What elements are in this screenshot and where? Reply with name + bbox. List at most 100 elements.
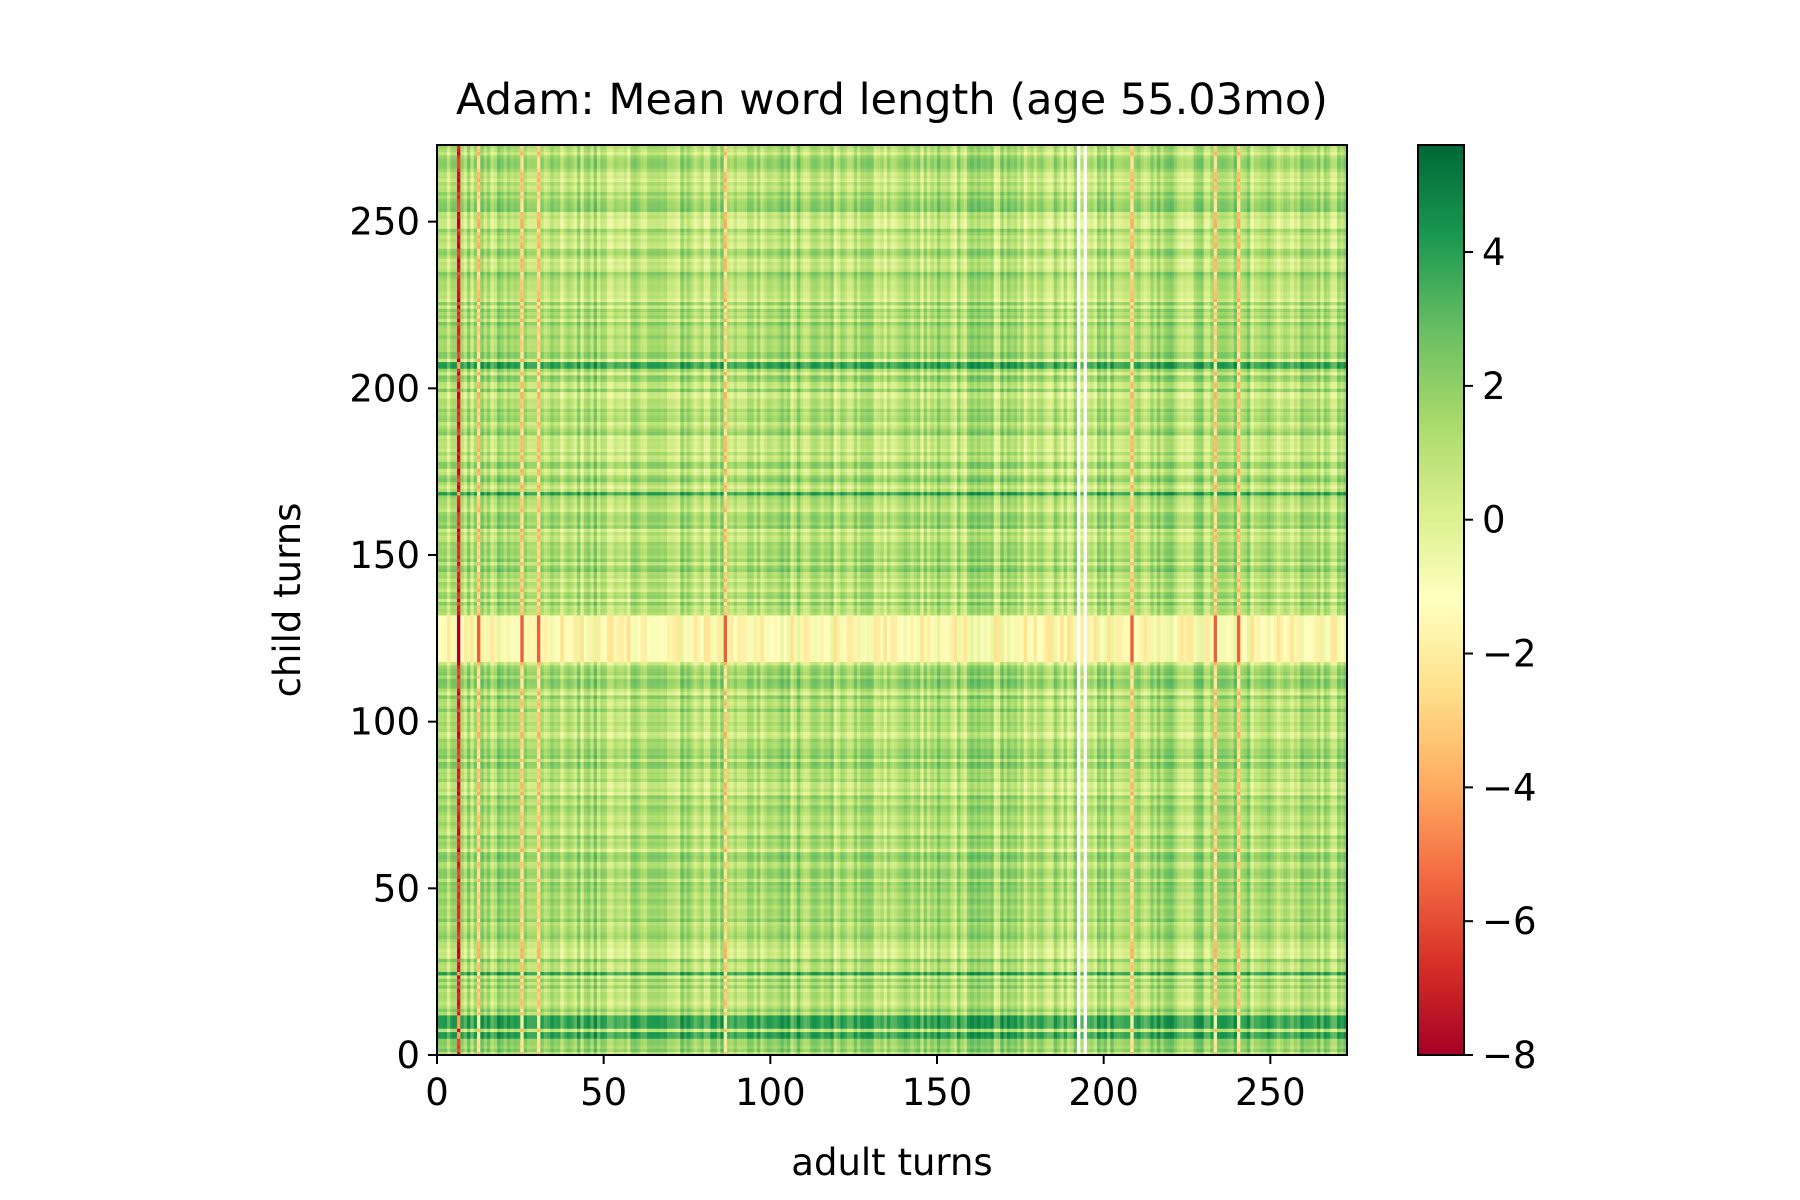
heatmap-cell [1337, 1048, 1341, 1052]
heatmap-cell [1084, 1048, 1088, 1052]
heatmap-cell [790, 1048, 794, 1052]
heatmap-cell [1260, 1048, 1264, 1052]
heatmap-cell [694, 1048, 698, 1052]
heatmap-cell [654, 1048, 658, 1052]
heatmap-cell [627, 1048, 631, 1052]
heatmap-cell [1137, 1048, 1141, 1052]
heatmap-cell [957, 1048, 961, 1052]
heatmap-cell [457, 1048, 461, 1052]
heatmap-cell [770, 1048, 774, 1052]
heatmap-cell [814, 1048, 818, 1052]
heatmap-cell [667, 1048, 671, 1052]
heatmap-cell [1007, 1048, 1011, 1052]
heatmap-cell [517, 1048, 521, 1052]
heatmap-cell [714, 1048, 718, 1052]
heatmap-cell [1247, 1048, 1251, 1052]
heatmap-cell [450, 1048, 454, 1052]
heatmap-cell [1070, 1048, 1074, 1052]
heatmap-cell [620, 1048, 624, 1052]
heatmap-cell [1270, 1048, 1274, 1052]
heatmap-cell [567, 1048, 571, 1052]
heatmap-cell [584, 1048, 588, 1052]
heatmap-cell [630, 1048, 634, 1052]
heatmap-cell [480, 1048, 484, 1052]
heatmap-cell [1314, 1048, 1318, 1052]
heatmap-cell [564, 1048, 568, 1052]
heatmap-cell [644, 1048, 648, 1052]
heatmap-cell [617, 1048, 621, 1052]
heatmap-cell [870, 1048, 874, 1052]
heatmap-cell [1080, 1048, 1084, 1052]
heatmap-cell [740, 1048, 744, 1052]
heatmap-cell [1214, 1048, 1218, 1052]
heatmap-cell [484, 1048, 488, 1052]
heatmap-cell [1050, 1048, 1054, 1052]
heatmap-cell [1104, 1048, 1108, 1052]
heatmap-cell [750, 1048, 754, 1052]
heatmap-cell [440, 1048, 444, 1052]
heatmap-cell [817, 1048, 821, 1052]
heatmap-cell [1180, 1048, 1184, 1052]
heatmap-cell [1267, 1048, 1271, 1052]
heatmap-cell [724, 1048, 728, 1052]
heatmap-cell [707, 1048, 711, 1052]
heatmap-cell [1320, 1048, 1324, 1052]
heatmap-cell [614, 1048, 618, 1052]
heatmap-cell [577, 1048, 581, 1052]
heatmap-cell [884, 1048, 888, 1052]
heatmap-cell [760, 1048, 764, 1052]
heatmap-cell [774, 1048, 778, 1052]
heatmap-cell [534, 1048, 538, 1052]
heatmap-cell [1124, 1048, 1128, 1052]
heatmap-cell [1194, 1048, 1198, 1052]
heatmap-cell [867, 1048, 871, 1052]
heatmap-cell [1094, 1048, 1098, 1052]
heatmap-cell [607, 1048, 611, 1052]
heatmap-cell [1200, 1048, 1204, 1052]
heatmap-cell [777, 1048, 781, 1052]
heatmap-cell [1090, 1048, 1094, 1052]
heatmap-cell [787, 1048, 791, 1052]
heatmap-cell [1117, 1048, 1121, 1052]
heatmap-cell [877, 1048, 881, 1052]
heatmap-cell [1237, 1048, 1241, 1052]
heatmap-cell [660, 1048, 664, 1052]
heatmap-cell [670, 1048, 674, 1052]
heatmap-cell [1130, 1048, 1134, 1052]
heatmap-cell [810, 1048, 814, 1052]
heatmap-cell [1300, 1048, 1304, 1052]
heatmap-cell [767, 1048, 771, 1052]
heatmap-cell [1100, 1048, 1104, 1052]
heatmap-cell [1317, 1048, 1321, 1052]
heatmap-cell [680, 1048, 684, 1052]
heatmap-cell [697, 1048, 701, 1052]
heatmap-cell [1184, 1048, 1188, 1052]
heatmap-cell [1210, 1048, 1214, 1052]
heatmap-cell [1164, 1048, 1168, 1052]
heatmap-cell [490, 1048, 494, 1052]
heatmap-cell [570, 1048, 574, 1052]
heatmap-cell [1204, 1048, 1208, 1052]
heatmap-cell [757, 1048, 761, 1052]
heatmap-cell [1054, 1048, 1058, 1052]
heatmap-cell [710, 1048, 714, 1052]
heatmap-cell [954, 1048, 958, 1052]
heatmap-cell [554, 1048, 558, 1052]
heatmap-cell [597, 1048, 601, 1052]
heatmap-cell [1227, 1048, 1231, 1052]
heatmap-cell [824, 1048, 828, 1052]
heatmap-cell [874, 1048, 878, 1052]
heatmap-cell [804, 1048, 808, 1052]
heatmap-cell [1044, 1048, 1048, 1052]
heatmap-cell [1107, 1048, 1111, 1052]
heatmap-cell [444, 1048, 448, 1052]
heatmap-cell [674, 1048, 678, 1052]
heatmap-cell [794, 1048, 798, 1052]
heatmap-cell [924, 1048, 928, 1052]
heatmap-cell [847, 1048, 851, 1052]
heatmap-cell [1207, 1048, 1211, 1052]
heatmap-cell [544, 1048, 548, 1052]
heatmap-cell [1037, 1048, 1041, 1052]
heatmap-cell [880, 1048, 884, 1052]
heatmap-cell [1067, 1048, 1071, 1052]
